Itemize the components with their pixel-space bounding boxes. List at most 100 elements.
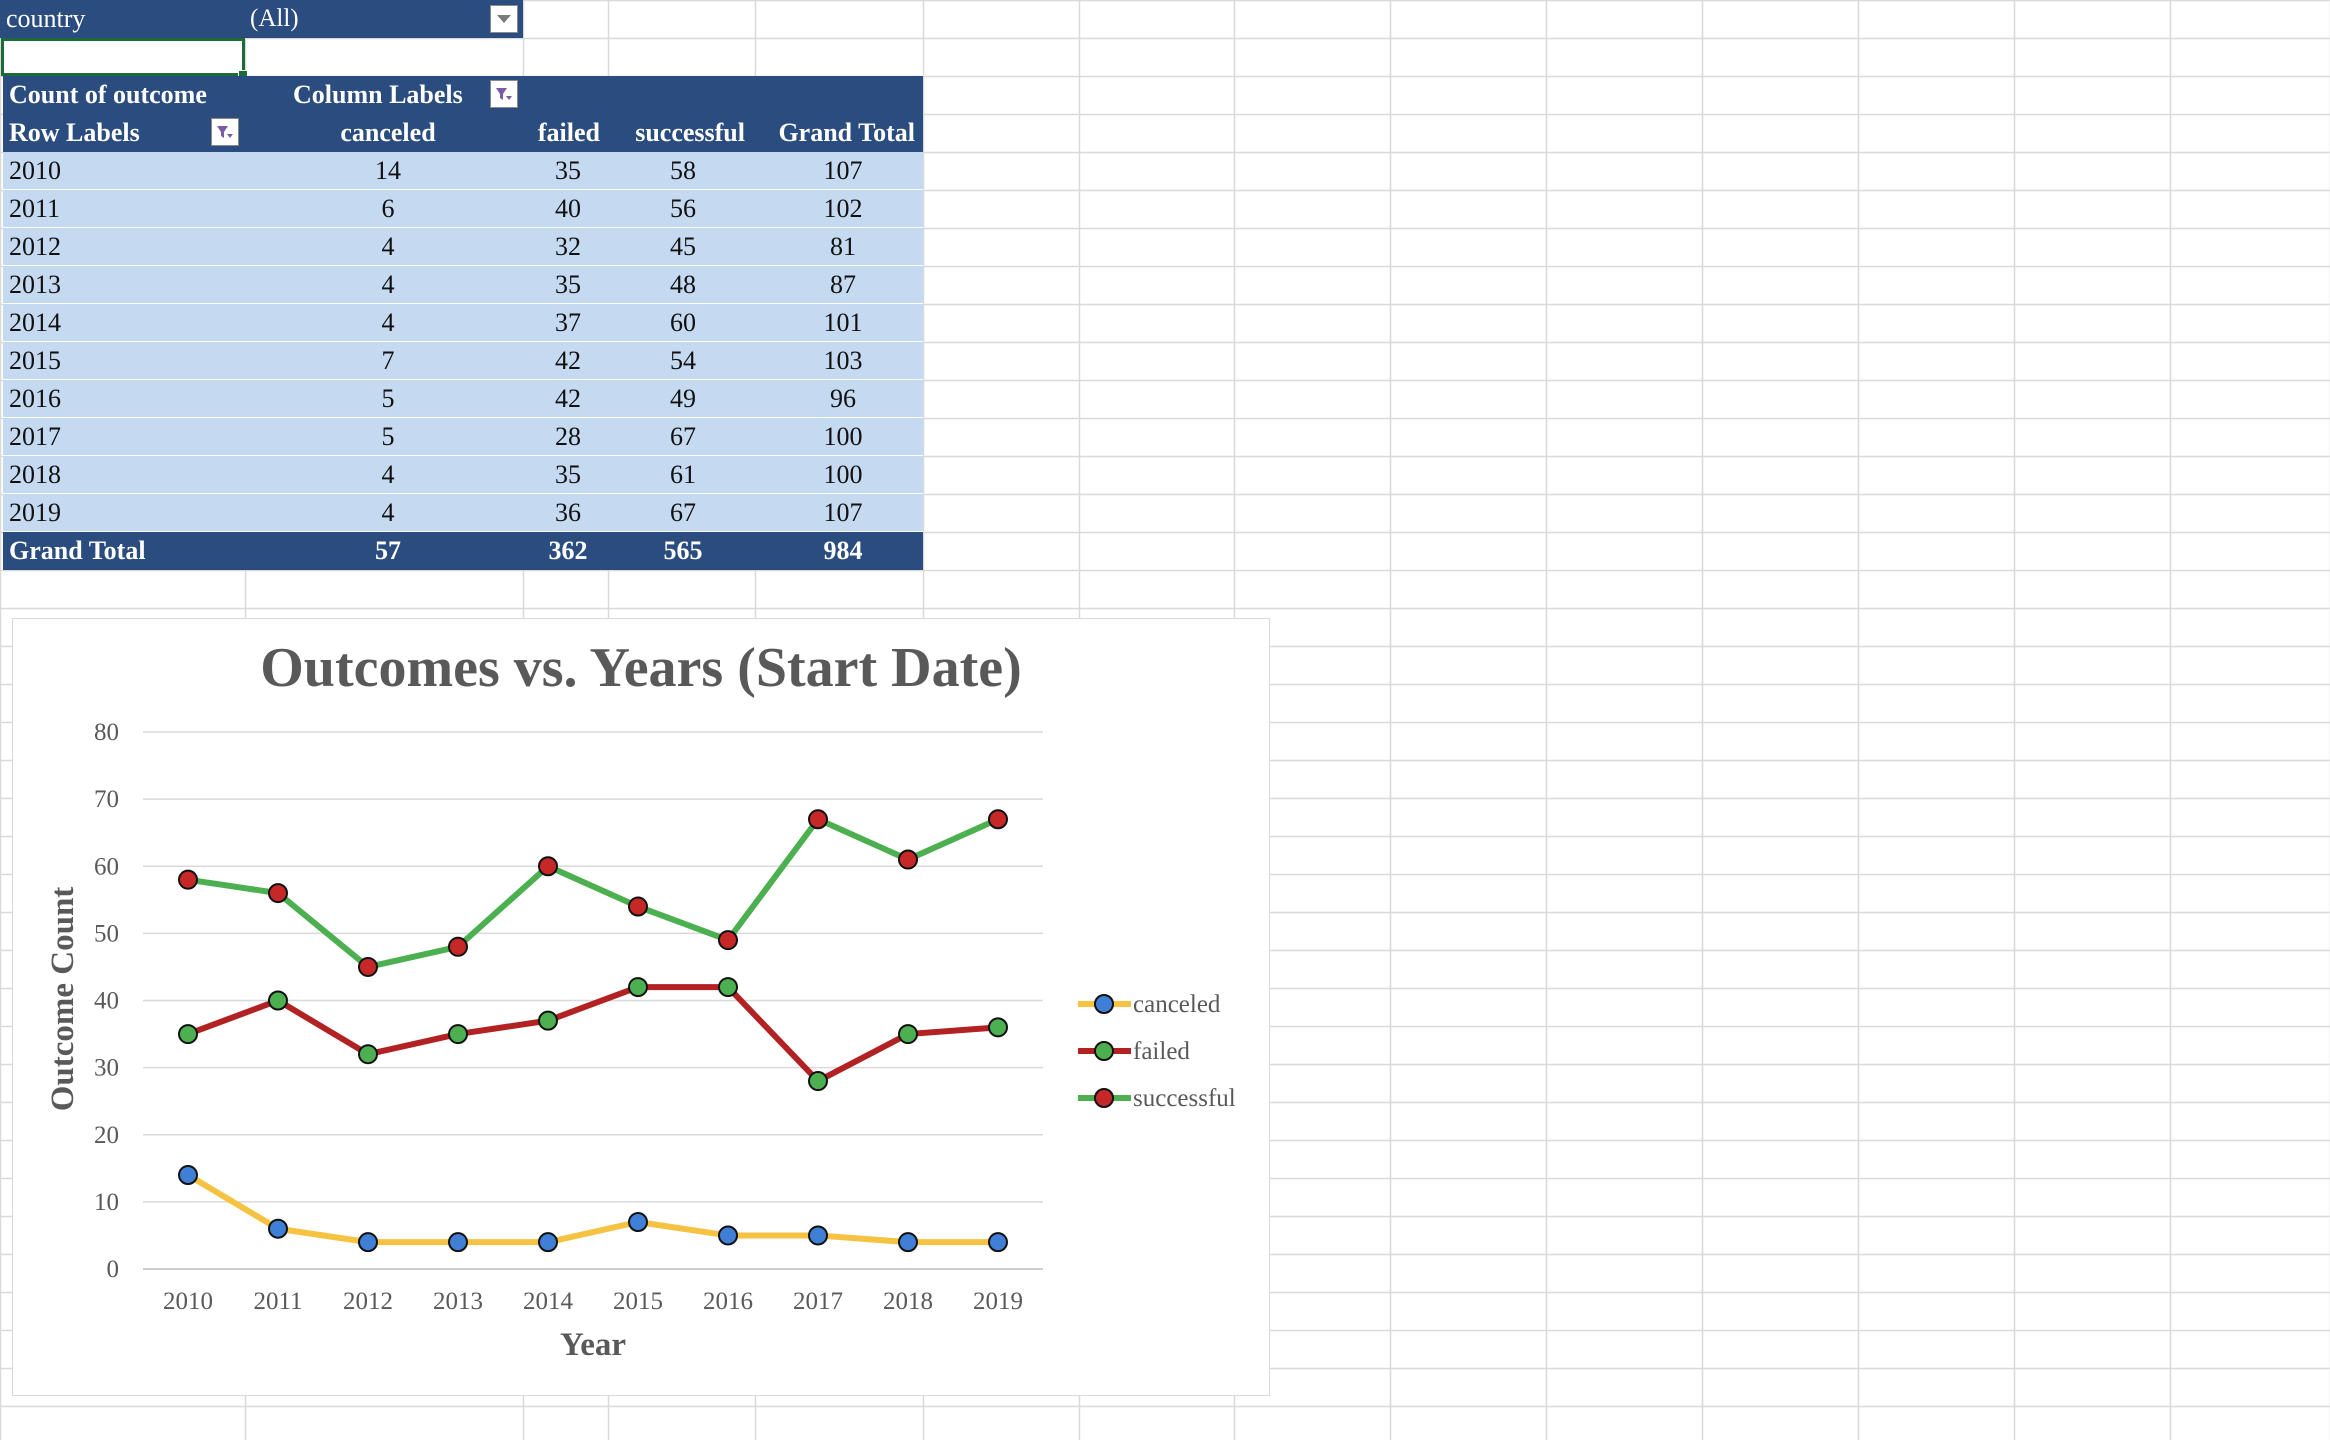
data-point-failed[interactable]	[808, 1071, 828, 1092]
successful-cell[interactable]: 67	[670, 498, 696, 527]
failed-cell[interactable]: 42	[555, 384, 581, 413]
successful-cell[interactable]: 48	[670, 270, 696, 299]
row-filter-button[interactable]	[211, 118, 239, 146]
successful-cell[interactable]: 49	[670, 384, 696, 413]
data-point-successful[interactable]	[178, 869, 198, 890]
data-point-successful[interactable]	[988, 809, 1008, 830]
data-point-canceled[interactable]	[808, 1225, 828, 1246]
table-row[interactable]: 2015 7 42 54 103	[3, 342, 923, 380]
data-point-canceled[interactable]	[628, 1212, 648, 1233]
data-point-failed[interactable]	[268, 990, 288, 1011]
successful-cell[interactable]: 56	[670, 194, 696, 223]
row-label-cell[interactable]: 2011	[9, 194, 61, 223]
canceled-cell[interactable]: 14	[375, 156, 401, 185]
grand-total-cell[interactable]: 96	[830, 384, 856, 413]
data-point-canceled[interactable]	[448, 1232, 468, 1253]
table-row[interactable]: 2014 4 37 60 101	[3, 304, 923, 342]
grand-total-cell[interactable]: 102	[823, 194, 863, 223]
failed-cell[interactable]: 35	[555, 270, 581, 299]
data-point-canceled[interactable]	[358, 1232, 378, 1253]
grand-total-cell[interactable]: 107	[823, 498, 863, 527]
data-point-failed[interactable]	[178, 1024, 198, 1045]
row-label-cell[interactable]: 2014	[9, 308, 61, 337]
data-point-successful[interactable]	[448, 936, 468, 957]
data-point-successful[interactable]	[718, 930, 738, 951]
row-label-cell[interactable]: 2018	[9, 460, 61, 489]
grand-total-cell[interactable]: 107	[823, 156, 863, 185]
data-point-failed[interactable]	[538, 1010, 558, 1031]
data-point-failed[interactable]	[628, 977, 648, 998]
data-point-canceled[interactable]	[718, 1225, 738, 1246]
canceled-cell[interactable]: 4	[381, 460, 395, 489]
table-row[interactable]: 2012 4 32 45 81	[3, 228, 923, 266]
data-point-canceled[interactable]	[988, 1232, 1008, 1253]
row-label-cell[interactable]: 2019	[9, 498, 61, 527]
data-point-successful[interactable]	[538, 856, 558, 877]
data-point-successful[interactable]	[358, 956, 378, 977]
data-point-failed[interactable]	[898, 1024, 918, 1045]
data-point-failed[interactable]	[358, 1044, 378, 1065]
failed-cell[interactable]: 36	[555, 498, 581, 527]
row-label-cell[interactable]: 2013	[9, 270, 61, 299]
failed-cell[interactable]: 42	[555, 346, 581, 375]
successful-cell[interactable]: 67	[670, 422, 696, 451]
data-point-successful[interactable]	[898, 849, 918, 870]
canceled-cell[interactable]: 6	[381, 194, 395, 223]
canceled-cell[interactable]: 5	[381, 384, 395, 413]
successful-cell[interactable]: 58	[670, 156, 696, 185]
filter-value[interactable]: (All)	[250, 5, 299, 32]
data-point-canceled[interactable]	[268, 1218, 288, 1239]
data-point-successful[interactable]	[268, 883, 288, 904]
successful-cell[interactable]: 45	[670, 232, 696, 261]
table-row[interactable]: 2010 14 35 58 107	[3, 152, 923, 190]
grand-total-cell[interactable]: 100	[823, 422, 863, 451]
canceled-cell[interactable]: 4	[381, 498, 395, 527]
filter-dropdown-button[interactable]	[490, 5, 518, 33]
row-label-cell[interactable]: 2015	[9, 346, 61, 375]
series-line-successful[interactable]	[187, 816, 1000, 970]
table-row[interactable]: 2017 5 28 67 100	[3, 418, 923, 456]
grand-total-cell[interactable]: 81	[830, 232, 856, 261]
table-row[interactable]: 2013 4 35 48 87	[3, 266, 923, 304]
data-point-canceled[interactable]	[178, 1165, 198, 1186]
data-point-failed[interactable]	[718, 977, 738, 998]
canceled-cell[interactable]: 7	[381, 346, 395, 375]
line-chart[interactable]: Outcomes vs. Years (Start Date) Outcome …	[12, 618, 1270, 1396]
canceled-cell[interactable]: 5	[381, 422, 395, 451]
table-row[interactable]: 2018 4 35 61 100	[3, 456, 923, 494]
data-point-successful[interactable]	[628, 896, 648, 917]
grand-total-cell[interactable]: 87	[830, 270, 856, 299]
data-point-successful[interactable]	[808, 809, 828, 830]
row-label-cell[interactable]: 2010	[9, 156, 61, 185]
data-point-canceled[interactable]	[898, 1232, 918, 1253]
failed-cell[interactable]: 37	[555, 308, 581, 337]
grand-total-cell[interactable]: 103	[823, 346, 863, 375]
row-label-cell[interactable]: 2017	[9, 422, 61, 451]
successful-cell[interactable]: 60	[670, 308, 696, 337]
canceled-cell[interactable]: 4	[381, 270, 395, 299]
failed-cell[interactable]: 28	[555, 422, 581, 451]
selected-cell[interactable]	[1, 38, 245, 76]
successful-cell[interactable]: 61	[670, 460, 696, 489]
data-point-canceled[interactable]	[538, 1232, 558, 1253]
failed-cell[interactable]: 40	[555, 194, 581, 223]
col-header-successful: successful	[635, 118, 745, 147]
failed-cell[interactable]: 35	[555, 460, 581, 489]
row-label-cell[interactable]: 2016	[9, 384, 61, 413]
series-line-canceled[interactable]	[186, 1172, 998, 1246]
table-row[interactable]: 2011 6 40 56 102	[3, 190, 923, 228]
grand-total-cell[interactable]: 100	[823, 460, 863, 489]
canceled-cell[interactable]: 4	[381, 232, 395, 261]
column-filter-button[interactable]	[490, 80, 518, 108]
data-point-failed[interactable]	[448, 1024, 468, 1045]
failed-cell[interactable]: 35	[555, 156, 581, 185]
failed-cell[interactable]: 32	[555, 232, 581, 261]
series-line-failed[interactable]	[186, 984, 999, 1085]
successful-cell[interactable]: 54	[670, 346, 696, 375]
table-row[interactable]: 2019 4 36 67 107	[3, 494, 923, 532]
grand-total-cell[interactable]: 101	[823, 308, 863, 337]
data-point-failed[interactable]	[988, 1017, 1008, 1038]
table-row[interactable]: 2016 5 42 49 96	[3, 380, 923, 418]
row-label-cell[interactable]: 2012	[9, 232, 61, 261]
canceled-cell[interactable]: 4	[381, 308, 395, 337]
